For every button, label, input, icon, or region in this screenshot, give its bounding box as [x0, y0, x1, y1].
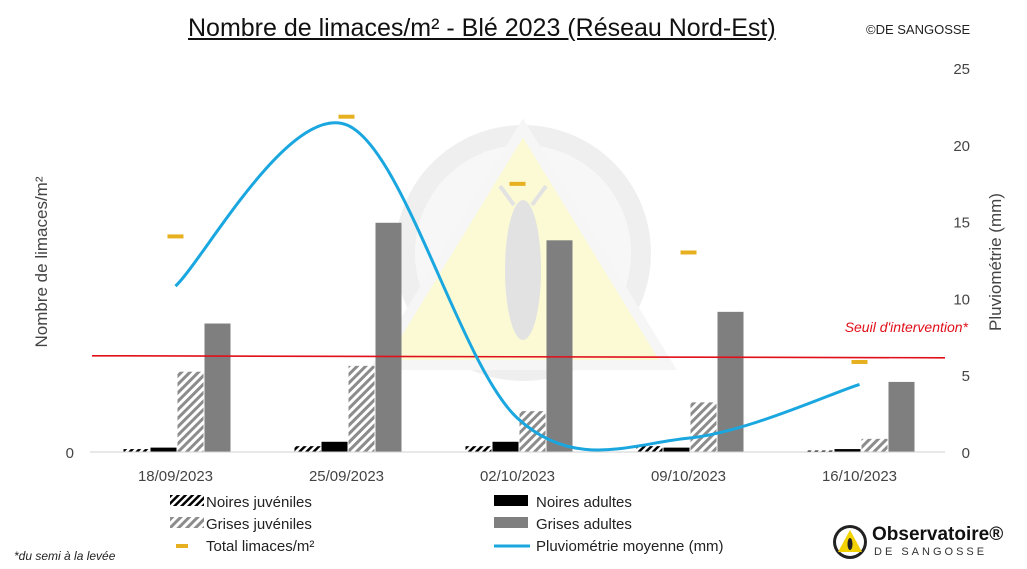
bar-solid-grey-1 [375, 222, 402, 452]
bar-hatch-grey-1 [348, 365, 375, 452]
legend-swatch-solid-black [494, 495, 528, 506]
bar-hatch-black-3 [636, 446, 663, 452]
legend-swatch-hatch-black [170, 495, 204, 506]
warning-triangle-icon [833, 525, 867, 559]
bar-solid-black-4 [834, 449, 861, 452]
y2-axis-label: Pluviométrie (mm) [986, 193, 1005, 331]
legend-label: Grises adultes [536, 516, 632, 533]
observatoire-logo: Observatoire® DE SANGOSSE [832, 522, 1022, 562]
y2-tick-label: 5 [962, 368, 970, 385]
legend-label: Noires adultes [536, 494, 632, 511]
bar-solid-black-2 [492, 441, 519, 452]
y2-tick-label: 10 [953, 291, 970, 308]
legend-swatch-total [176, 544, 188, 548]
legend-label: Grises juvéniles [206, 516, 312, 533]
total-marker-2 [509, 181, 526, 186]
bar-solid-grey-2 [546, 240, 573, 452]
total-marker-4 [851, 359, 868, 364]
bar-hatch-black-4 [807, 450, 834, 452]
footnote: *du semi à la levée [14, 549, 116, 563]
chart-title: Nombre de limaces/m² - Blé 2023 (Réseau … [188, 14, 776, 42]
x-tick-label: 09/10/2023 [651, 468, 726, 485]
y2-tick-label: 0 [962, 445, 970, 462]
total-marker-1 [338, 114, 355, 119]
bar-solid-black-3 [663, 447, 690, 452]
bar-hatch-grey-4 [861, 438, 888, 452]
x-tick-label: 16/10/2023 [822, 468, 897, 485]
bar-hatch-black-1 [294, 446, 321, 452]
bar-solid-grey-4 [888, 381, 915, 452]
lines [91, 114, 946, 452]
bar-hatch-grey-0 [177, 371, 204, 452]
bar-hatch-black-2 [465, 446, 492, 452]
copyright-text: ©DE SANGOSSE [866, 22, 971, 37]
x-tick-label: 02/10/2023 [480, 468, 555, 485]
y2-tick-label: 15 [953, 215, 970, 232]
bar-hatch-black-0 [123, 449, 150, 452]
ticks: 18/09/2023 25/09/2023 02/10/2023 09/10/2023… [66, 61, 970, 485]
y-tick-label: 0 [66, 445, 74, 462]
rainfall-line [174, 121, 860, 452]
bar-hatch-grey-3 [690, 402, 717, 452]
threshold-label: Seuil d'intervention* [845, 319, 969, 335]
threshold-group: Seuil d'intervention* [845, 319, 969, 335]
bar-solid-black-1 [321, 441, 348, 452]
x-tick-label: 25/09/2023 [309, 468, 384, 485]
legend: Noires juvéniles Noires adultes Grises juv… [170, 494, 724, 555]
x-tick-label: 18/09/2023 [138, 468, 213, 485]
logo-title: Observatoire® [872, 524, 1004, 545]
bar-solid-black-0 [150, 447, 177, 452]
watermark-logo [369, 118, 677, 381]
y2-tick-label: 25 [953, 61, 970, 78]
legend-label: Noires juvéniles [206, 494, 312, 511]
bars [90, 222, 945, 453]
bar-solid-grey-0 [204, 323, 231, 452]
legend-swatch-hatch-grey [170, 517, 204, 528]
legend-label: Total limaces/m² [206, 538, 314, 555]
y-axis-label: Nombre de limaces/m² [32, 176, 51, 347]
total-marker-0 [167, 234, 184, 239]
legend-swatch-solid-grey [494, 517, 528, 528]
total-marker-3 [680, 250, 697, 255]
axes: Nombre de limaces/m² Pluviométrie (mm) [32, 176, 1005, 347]
y2-tick-label: 20 [953, 138, 970, 155]
legend-label: Pluviométrie moyenne (mm) [536, 538, 724, 555]
logo-subtitle: DE SANGOSSE [874, 546, 988, 558]
threshold-line [91, 354, 946, 359]
